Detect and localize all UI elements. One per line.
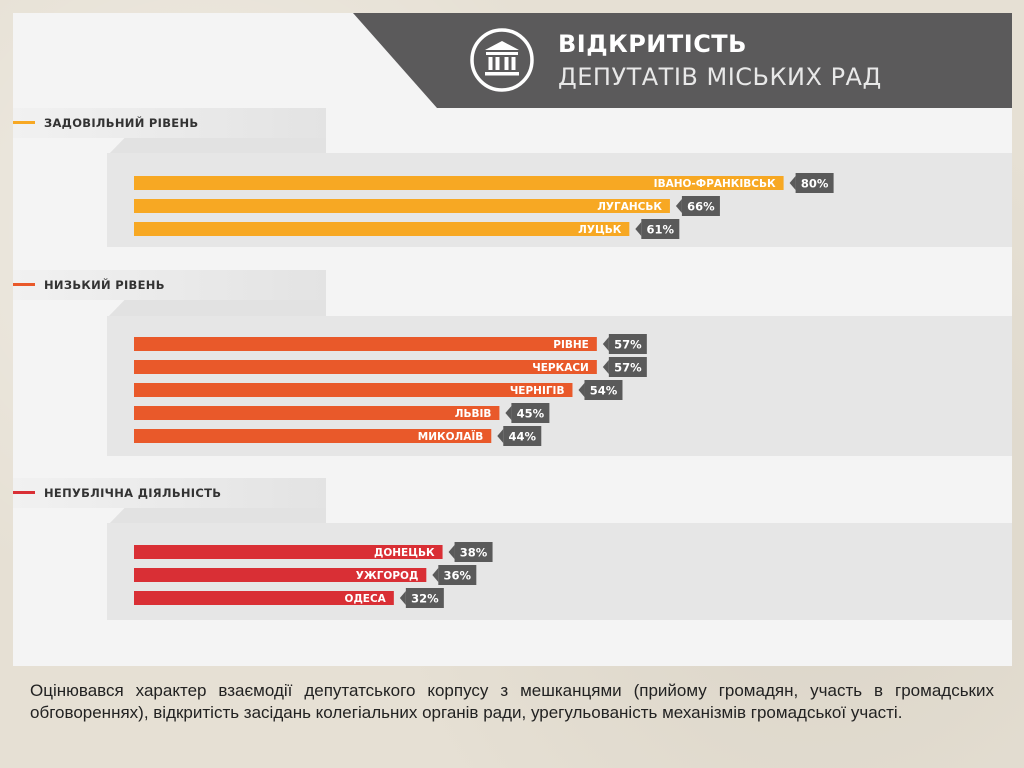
section-label-satisfactory: ЗАДОВІЛЬНИЙ РІВЕНЬ — [44, 116, 199, 130]
bar-category-label: ДОНЕЦЬК — [374, 547, 435, 559]
data-label: 57% — [614, 361, 642, 375]
section-tab-non-public: НЕПУБЛІЧНА ДІЯЛЬНІСТЬ — [13, 478, 326, 508]
data-label: 32% — [411, 592, 439, 606]
bar — [134, 337, 597, 351]
value-tag-pointer — [602, 360, 609, 374]
value-tag-pointer — [505, 406, 512, 420]
bar-category-label: РІВНЕ — [553, 339, 589, 351]
data-label: 80% — [801, 177, 829, 191]
value-tag — [503, 426, 542, 446]
data-label: 61% — [647, 223, 675, 237]
bar-category-label: ЛЬВІВ — [455, 408, 492, 420]
value-tag — [608, 357, 647, 377]
value-tag — [608, 334, 647, 354]
data-label: 54% — [590, 384, 618, 398]
section-fold — [107, 300, 326, 318]
section-label-low: НИЗЬКИЙ РІВЕНЬ — [44, 278, 165, 292]
section-marker — [13, 491, 35, 494]
bar — [134, 222, 630, 236]
data-label: 38% — [460, 546, 488, 560]
data-label: 44% — [509, 430, 537, 444]
value-tag-pointer — [789, 176, 796, 190]
value-tag — [405, 588, 444, 608]
bar-category-label: ЧЕРКАСИ — [532, 362, 589, 374]
bar — [134, 429, 492, 443]
header-title-line1: ВІДКРИТІСТЬ — [558, 30, 747, 58]
bar — [134, 199, 670, 213]
bar — [134, 360, 597, 374]
bar — [134, 568, 427, 582]
bar-category-label: УЖГОРОД — [356, 570, 419, 582]
data-label: 36% — [444, 569, 472, 583]
bar — [134, 176, 784, 190]
bar-category-label: ЛУЦЬК — [578, 224, 622, 236]
value-tag-pointer — [675, 199, 682, 213]
caption-text: Оцінювався характер взаємодії депутатськ… — [30, 681, 994, 722]
value-tag-pointer — [399, 591, 406, 605]
header-title-line2: ДЕПУТАТІВ МІСЬКИХ РАД — [558, 63, 882, 91]
section-fold — [107, 138, 326, 156]
bar-category-label: ІВАНО-ФРАНКІВСЬК — [654, 178, 776, 190]
bar — [134, 591, 394, 605]
data-label: 57% — [614, 338, 642, 352]
value-tag-pointer — [635, 222, 642, 236]
bar-chart: ІВАНО-ФРАНКІВСЬК 80% ЛУГАНСЬК 66% ЛУЦЬК 61% РІ… — [134, 173, 834, 608]
section-tab-low: НИЗЬКИЙ РІВЕНЬ — [13, 270, 326, 300]
value-tag-pointer — [432, 568, 439, 582]
section-marker — [13, 283, 35, 286]
section-marker — [13, 121, 35, 124]
value-tag — [454, 542, 493, 562]
section-fold — [107, 508, 326, 526]
value-tag-pointer — [497, 429, 504, 443]
value-tag-pointer — [448, 545, 455, 559]
value-tag — [438, 565, 477, 585]
bar — [134, 406, 500, 420]
bar-category-label: ОДЕСА — [345, 593, 387, 605]
section-tab-satisfactory: ЗАДОВІЛЬНИЙ РІВЕНЬ — [13, 108, 326, 138]
value-tag — [795, 173, 834, 193]
bar — [134, 383, 573, 397]
bar — [134, 545, 443, 559]
value-tag — [681, 196, 720, 216]
bar-category-label: ЧЕРНІГІВ — [510, 385, 565, 397]
data-label: 45% — [517, 407, 545, 421]
header-banner — [353, 13, 1012, 108]
value-tag-pointer — [578, 383, 585, 397]
section-label-non-public: НЕПУБЛІЧНА ДІЯЛЬНІСТЬ — [44, 486, 222, 500]
institution-building-icon — [470, 28, 534, 92]
value-tag — [584, 380, 623, 400]
data-label: 66% — [687, 200, 715, 214]
bar-category-label: МИКОЛАЇВ — [418, 429, 484, 443]
value-tag-pointer — [602, 337, 609, 351]
value-tag — [511, 403, 550, 423]
bar-category-label: ЛУГАНСЬК — [597, 201, 662, 213]
infographic-slide: ВІДКРИТІСТЬ ДЕПУТАТІВ МІСЬКИХ РАД ЗАДОВІ… — [13, 13, 1012, 666]
value-tag — [641, 219, 680, 239]
